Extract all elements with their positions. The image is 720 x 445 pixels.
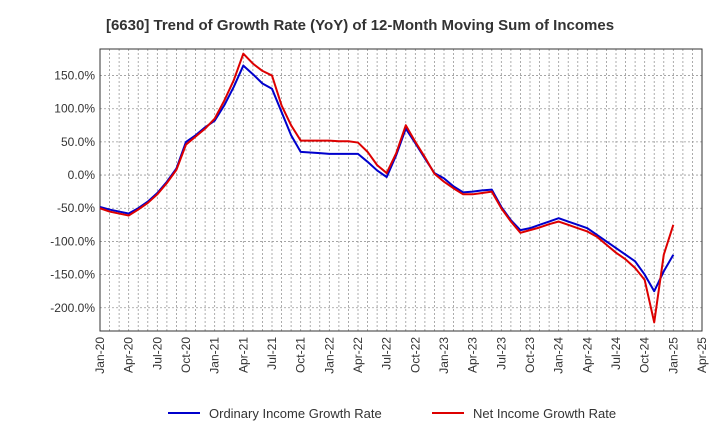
grid bbox=[100, 49, 702, 331]
x-tick-label: Oct-24 bbox=[638, 337, 652, 373]
x-tick-label: Jul-22 bbox=[380, 337, 394, 370]
y-tick-label: -200.0% bbox=[50, 301, 95, 315]
x-tick-label: Jan-24 bbox=[552, 337, 566, 374]
x-tick-label: Apr-24 bbox=[580, 337, 594, 373]
y-tick-label: -150.0% bbox=[50, 268, 95, 282]
y-tick-label: 50.0% bbox=[61, 135, 95, 149]
x-tick-label: Oct-21 bbox=[294, 337, 308, 373]
x-tick-label: Jul-21 bbox=[265, 337, 279, 370]
x-tick-label: Jan-25 bbox=[666, 337, 680, 374]
series-line-net-income bbox=[99, 52, 675, 324]
x-tick-label: Jul-24 bbox=[609, 337, 623, 370]
series-line-ordinary-income bbox=[99, 64, 675, 293]
legend-label-ordinary-income: Ordinary Income Growth Rate bbox=[209, 406, 382, 421]
y-tick-label: 150.0% bbox=[54, 69, 95, 83]
x-axis: Jan-20 Apr-20 Jul-20 Oct-20 Jan-21 Apr-21 Jul-… bbox=[93, 337, 709, 374]
x-tick-label: Oct-23 bbox=[523, 337, 537, 373]
y-axis: 150.0% 100.0% 50.0% 0.0% -50.0% -100.0% -150.0… bbox=[50, 69, 95, 315]
y-tick-label: -100.0% bbox=[50, 234, 95, 248]
x-tick-label: Apr-20 bbox=[122, 337, 136, 373]
x-tick-label: Apr-23 bbox=[466, 337, 480, 373]
x-tick-label: Apr-21 bbox=[236, 337, 250, 373]
y-tick-label: -50.0% bbox=[57, 201, 95, 215]
x-tick-label: Jan-23 bbox=[437, 337, 451, 374]
x-tick-label: Jul-23 bbox=[494, 337, 508, 370]
plot-border bbox=[99, 48, 703, 332]
legend: Ordinary Income Growth Rate Net Income G… bbox=[168, 406, 616, 421]
x-tick-label: Jan-22 bbox=[322, 337, 336, 374]
x-tick-label: Jan-21 bbox=[208, 337, 222, 374]
x-tick-label: Apr-25 bbox=[695, 337, 709, 373]
x-tick-label: Jan-20 bbox=[93, 337, 107, 374]
series-layer bbox=[99, 52, 675, 324]
x-tick-label: Oct-22 bbox=[408, 337, 422, 373]
y-tick-label: 0.0% bbox=[68, 168, 96, 182]
x-tick-label: Oct-20 bbox=[179, 337, 193, 373]
legend-label-net-income: Net Income Growth Rate bbox=[473, 406, 616, 421]
chart-title: [6630] Trend of Growth Rate (YoY) of 12-… bbox=[106, 17, 614, 34]
y-tick-label: 100.0% bbox=[54, 102, 95, 116]
x-tick-label: Jul-20 bbox=[150, 337, 164, 370]
x-tick-label: Apr-22 bbox=[351, 337, 365, 373]
